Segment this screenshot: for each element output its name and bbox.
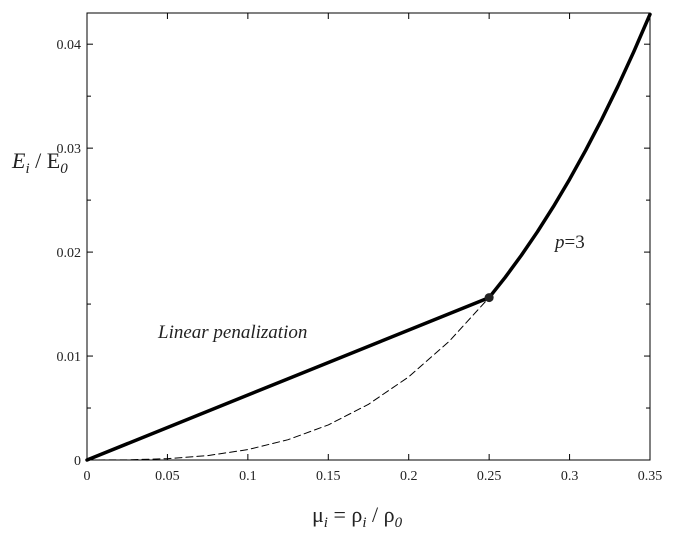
- series-line-3: [86, 297, 490, 461]
- x-tick-label: 0.35: [638, 469, 663, 484]
- y-axis-title: Ei / E0: [11, 148, 68, 177]
- x-tick-label: 0.05: [155, 469, 180, 484]
- series-line-2: [487, 12, 652, 300]
- tick-labels: 0 0.05 0.1 0.15 0.2 0.25 0.3 0.35 0 0.01 0.02 0.03 0…: [57, 38, 663, 484]
- y-tick-label: 0.03: [57, 142, 82, 157]
- y-tick-label: 0.04: [57, 38, 82, 53]
- x-tick-label: 0: [84, 469, 91, 484]
- y-tick-label: 0: [74, 454, 81, 469]
- switch-point-marker: [484, 293, 494, 303]
- y-tick-label: 0.01: [57, 350, 82, 365]
- x-tick-label: 0.1: [239, 469, 257, 484]
- series-layer: [85, 12, 652, 462]
- x-tick-label: 0.15: [316, 469, 341, 484]
- marker-layer: [484, 293, 494, 303]
- y-tick-label: 0.02: [57, 246, 82, 261]
- annotation-p3: p=3: [553, 232, 585, 253]
- x-tick-label: 0.25: [477, 469, 502, 484]
- x-axis-title: μi = ρi / ρ0: [312, 502, 403, 531]
- plot-frame: [86, 12, 651, 461]
- annotation-linear-penalization: Linear penalization: [157, 322, 307, 343]
- series-line-1: [85, 295, 491, 462]
- x-tick-label: 0.3: [561, 469, 579, 484]
- x-tick-label: 0.2: [400, 469, 418, 484]
